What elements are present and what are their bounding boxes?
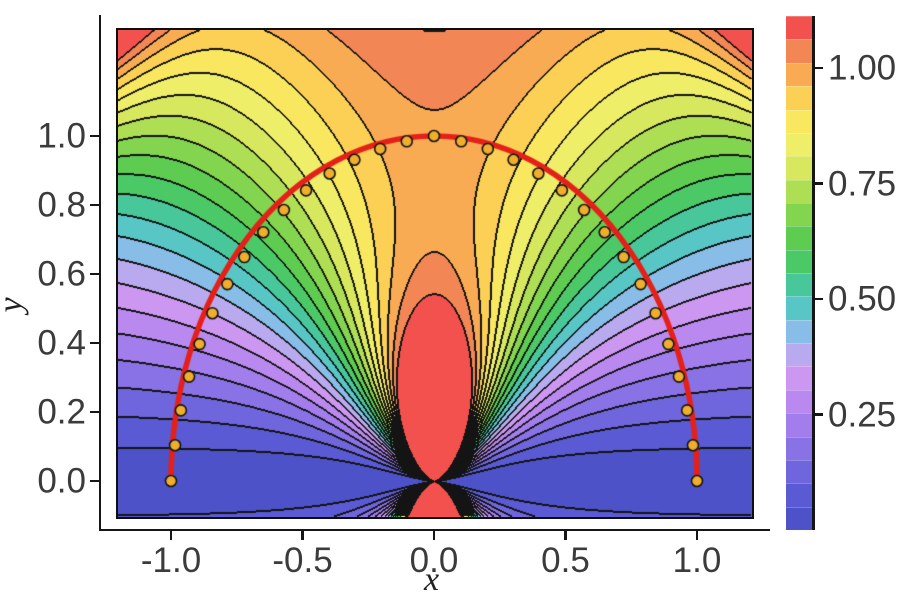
x-tick-label: 0.0	[409, 541, 459, 580]
colorbar-band	[786, 273, 812, 297]
colorbar	[786, 16, 815, 530]
colorbar-band	[786, 62, 812, 87]
y-tick-label: 0.0	[37, 461, 86, 501]
x-tick-label: 0.5	[541, 541, 590, 580]
plot-frame	[115, 27, 754, 519]
colorbar-band	[786, 506, 812, 530]
x-tick-label: 1.0	[672, 541, 722, 580]
colorbar-gradient	[786, 16, 812, 530]
colorbar-tick-mark	[814, 297, 823, 301]
x-axis-label: x	[424, 561, 440, 598]
x-axis-spine	[98, 528, 770, 531]
x-tick-mark	[169, 531, 173, 540]
colorbar-band	[786, 436, 812, 460]
y-tick-mark	[90, 272, 99, 276]
y-tick-label: 0.6	[37, 254, 86, 294]
y-axis-spine	[98, 15, 101, 531]
y-tick-label: 0.2	[37, 392, 86, 432]
colorbar-band	[786, 459, 812, 484]
y-tick-label: 0.4	[37, 323, 86, 363]
colorbar-tick-label: 1.00	[828, 48, 897, 88]
contour-canvas	[117, 29, 752, 517]
colorbar-band	[786, 413, 812, 437]
colorbar-band	[786, 39, 812, 63]
colorbar-band	[786, 86, 812, 110]
y-tick-mark	[90, 410, 99, 414]
y-tick-label: 0.8	[37, 185, 86, 225]
colorbar-band	[786, 179, 812, 203]
x-tick-label: -0.5	[272, 541, 333, 580]
x-tick-mark	[564, 531, 567, 540]
y-tick-mark	[90, 341, 99, 345]
x-tick-mark	[301, 531, 304, 540]
y-tick-label: 1.0	[37, 116, 86, 156]
colorbar-spine	[812, 16, 815, 530]
x-tick-label: -1.0	[140, 541, 202, 580]
y-axis-label: y	[0, 297, 30, 312]
colorbar-band	[786, 249, 812, 274]
colorbar-band	[786, 202, 812, 227]
y-tick-mark	[90, 203, 99, 207]
x-tick-mark	[695, 531, 699, 540]
colorbar-band	[786, 483, 812, 507]
colorbar-band	[786, 16, 812, 40]
colorbar-band	[786, 132, 812, 157]
colorbar-tick-mark	[814, 66, 823, 70]
x-tick-mark	[432, 531, 436, 540]
y-tick-mark	[90, 134, 99, 138]
colorbar-band	[786, 319, 812, 344]
colorbar-band	[786, 343, 812, 367]
colorbar-band	[786, 156, 812, 180]
colorbar-band	[786, 389, 812, 414]
colorbar-band	[786, 226, 812, 250]
colorbar-tick-label: 0.25	[828, 395, 897, 434]
colorbar-band	[786, 296, 812, 320]
colorbar-band	[786, 109, 812, 133]
colorbar-tick-label: 0.75	[828, 164, 897, 203]
colorbar-tick-mark	[814, 413, 823, 416]
colorbar-band	[786, 366, 812, 390]
colorbar-tick-label: 0.50	[828, 279, 897, 319]
colorbar-tick-mark	[814, 182, 823, 185]
y-tick-mark	[90, 479, 99, 483]
